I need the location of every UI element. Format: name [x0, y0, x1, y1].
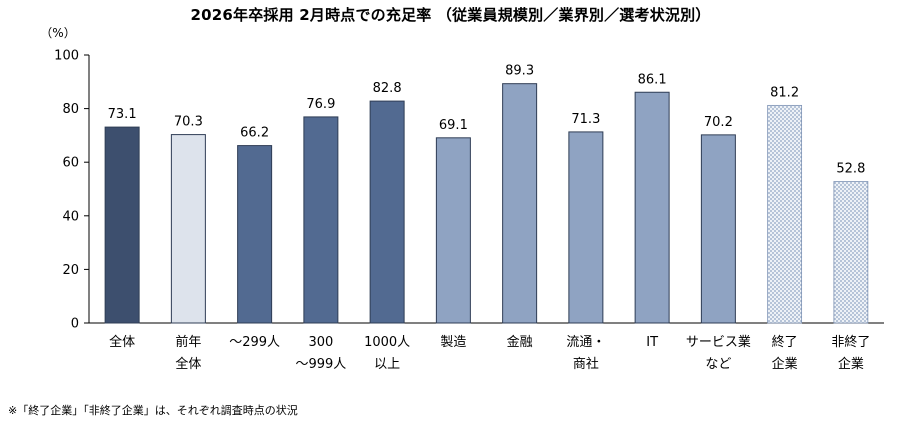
y-tick-label: 20 [62, 263, 79, 278]
x-tick-label: サービス業 [686, 334, 751, 350]
y-tick-label: 100 [54, 49, 79, 64]
data-label: 73.1 [108, 107, 137, 122]
data-label: 69.1 [439, 118, 468, 133]
x-tick-label: など [705, 357, 731, 372]
x-tick-label: 製造 [440, 335, 466, 350]
x-tick-label: IT [646, 335, 658, 350]
bar [237, 145, 273, 324]
data-label: 81.2 [770, 85, 799, 100]
data-label: 70.2 [704, 115, 733, 130]
chart-title: 2026年卒採用 2月時点での充足率 （従業員規模別／業界別／選考状況別） [190, 6, 711, 24]
x-tick-label: 終了 [772, 334, 798, 350]
bar [170, 134, 206, 324]
bar [767, 104, 803, 324]
y-tick-label: 40 [62, 209, 79, 224]
bar [700, 134, 736, 324]
bar [634, 91, 670, 324]
bar [104, 126, 140, 324]
bar [369, 100, 405, 324]
x-tick-label: 全体 [109, 334, 135, 350]
data-label: 66.2 [240, 126, 269, 141]
y-axis-label: （%） [40, 26, 75, 40]
x-tick-label: 非終了 [831, 334, 870, 350]
x-tick-label: ～299人 [229, 335, 280, 350]
x-tick-label: 企業 [772, 356, 798, 372]
x-tick-label: 前年 [175, 334, 201, 350]
x-tick-label: 300 [308, 335, 333, 350]
data-label: 89.3 [505, 64, 534, 79]
data-label: 86.1 [638, 72, 667, 87]
bar [568, 131, 604, 324]
y-tick-label: 60 [62, 156, 79, 171]
y-tick-label: 80 [62, 102, 79, 117]
bar [303, 116, 339, 324]
x-tick-label: ～999人 [295, 357, 346, 372]
x-tick-label: 流通・ [566, 335, 605, 350]
x-tick-label: 1000人 [364, 335, 410, 350]
x-tick-label: 以上 [374, 357, 400, 372]
x-tick-label: 金融 [507, 334, 533, 350]
bar [502, 83, 538, 324]
x-tick-label: 全体 [175, 356, 201, 372]
data-label: 52.8 [836, 161, 865, 176]
data-label: 70.3 [174, 115, 203, 130]
x-tick-label: 企業 [838, 356, 864, 372]
x-tick-label: 商社 [573, 356, 599, 372]
y-tick-label: 0 [71, 317, 79, 332]
data-label: 76.9 [306, 97, 335, 112]
bar [435, 137, 471, 324]
data-label: 82.8 [373, 81, 402, 96]
bar [833, 181, 869, 324]
footnote: ※「終了企業」「非終了企業」は、それぞれ調査時点の状況 [8, 404, 298, 417]
data-label: 71.3 [571, 112, 600, 127]
